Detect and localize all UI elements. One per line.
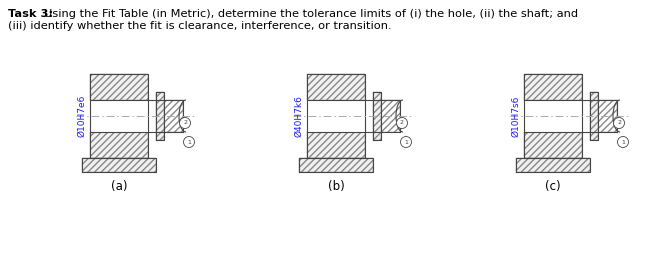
Bar <box>373 92 381 140</box>
Text: 1: 1 <box>404 139 408 144</box>
Text: Ø40H7k6: Ø40H7k6 <box>294 95 304 137</box>
Bar <box>524 74 582 158</box>
Bar <box>299 158 373 172</box>
Bar <box>156 92 164 140</box>
Bar <box>524 74 582 100</box>
Bar <box>90 74 148 158</box>
Bar <box>524 100 582 132</box>
Text: 1: 1 <box>621 139 625 144</box>
Text: (iii) identify whether the fit is clearance, interference, or transition.: (iii) identify whether the fit is cleara… <box>8 21 392 31</box>
Text: 2: 2 <box>400 120 404 125</box>
Bar <box>516 158 590 172</box>
Bar <box>365 100 400 132</box>
Bar <box>582 100 617 132</box>
Circle shape <box>183 136 194 148</box>
Bar <box>590 92 598 140</box>
Bar <box>590 92 598 140</box>
Bar <box>307 100 365 132</box>
Bar <box>90 100 148 132</box>
Bar <box>90 132 148 158</box>
Text: 2: 2 <box>617 120 621 125</box>
Text: Ø10H7s6: Ø10H7s6 <box>511 95 521 137</box>
Bar <box>307 132 365 158</box>
Bar <box>156 92 164 140</box>
Bar <box>373 92 381 140</box>
Text: (c): (c) <box>545 180 561 193</box>
Bar <box>524 132 582 158</box>
Bar <box>299 158 373 172</box>
Circle shape <box>401 136 411 148</box>
Bar <box>90 74 148 100</box>
Text: (b): (b) <box>328 180 344 193</box>
Bar <box>82 158 156 172</box>
Text: Ø10H7e6: Ø10H7e6 <box>77 95 87 137</box>
Bar <box>307 74 365 100</box>
Bar <box>82 158 156 172</box>
Bar <box>594 100 617 132</box>
Circle shape <box>614 117 624 129</box>
Bar <box>148 100 183 132</box>
Circle shape <box>396 117 407 129</box>
Text: Using the Fit Table (in Metric), determine the tolerance limits of (i) the hole,: Using the Fit Table (in Metric), determi… <box>44 9 578 19</box>
Bar <box>307 74 365 158</box>
Circle shape <box>618 136 628 148</box>
Bar <box>377 100 400 132</box>
Bar <box>516 158 590 172</box>
Text: 1: 1 <box>187 139 191 144</box>
Text: (a): (a) <box>111 180 127 193</box>
Text: Task 3:: Task 3: <box>8 9 53 19</box>
Bar <box>160 100 183 132</box>
Circle shape <box>179 117 190 129</box>
Text: 2: 2 <box>183 120 187 125</box>
